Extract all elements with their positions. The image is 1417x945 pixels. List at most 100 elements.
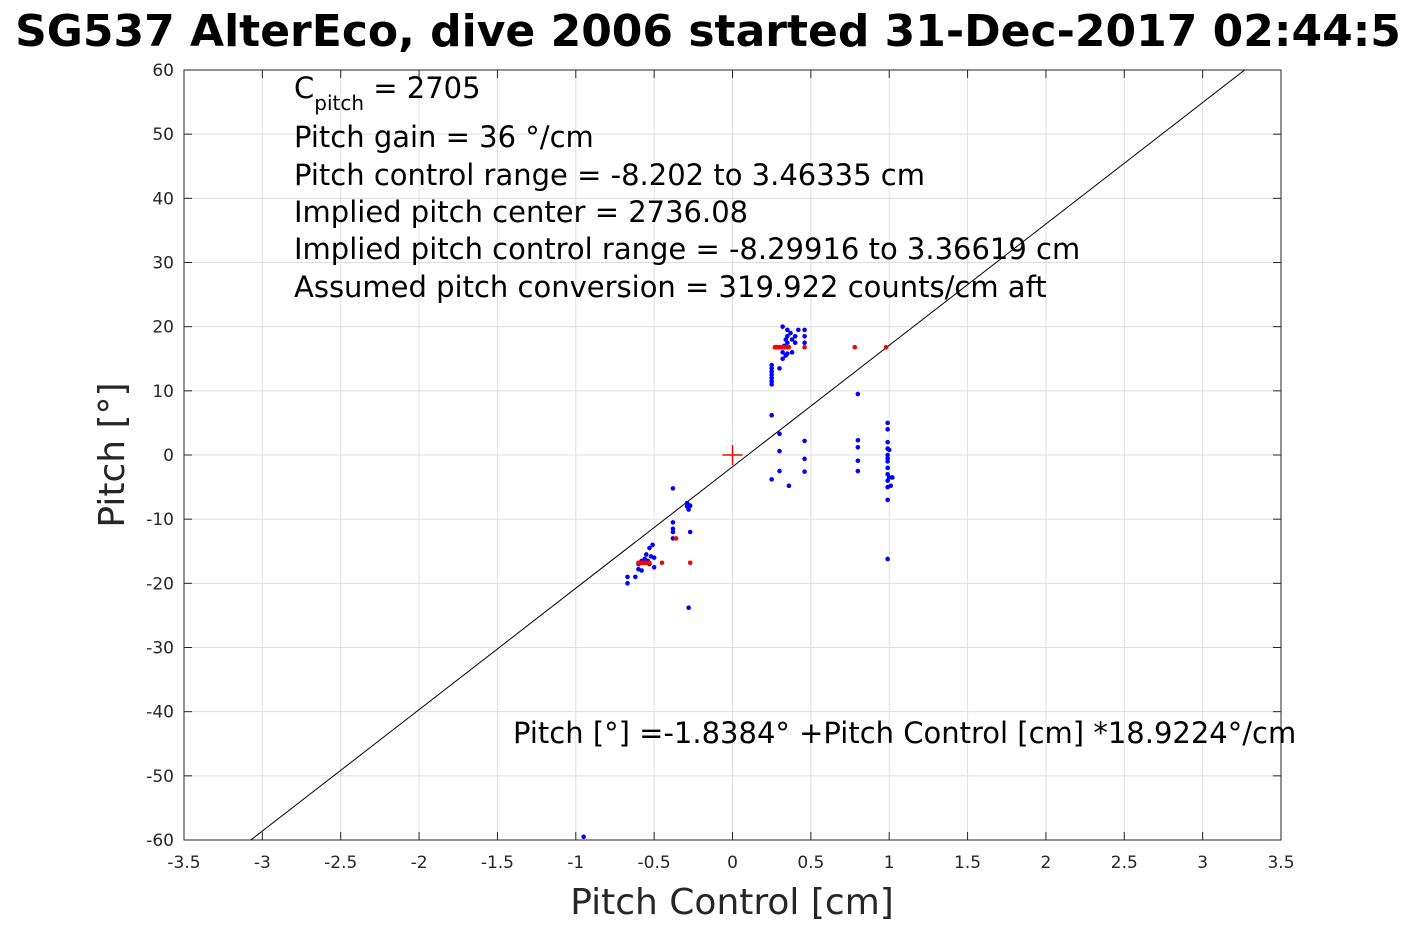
data-point (769, 375, 774, 381)
data-point (780, 324, 785, 329)
data-point (777, 366, 782, 371)
annotation-control-range: Pitch control range = -8.202 to 3.46335 … (294, 158, 925, 192)
data-point (855, 458, 861, 464)
data-point (789, 350, 795, 355)
y-axis-label: Pitch [°] (92, 382, 133, 527)
x-axis-label: Pitch Control [cm] (570, 882, 894, 923)
data-point (670, 486, 676, 491)
cpitch-subscript: pitch (314, 91, 364, 115)
data-point (802, 456, 807, 462)
annotation-pitch-center: Implied pitch center = 2736.08 (294, 195, 748, 229)
data-point (885, 556, 890, 562)
data-point (786, 344, 792, 350)
data-point (780, 350, 785, 355)
data-point (687, 503, 693, 508)
data-point (686, 605, 691, 611)
data-point (647, 560, 652, 566)
data-point (659, 560, 665, 566)
data-point (885, 452, 890, 458)
y-tick-label: -50 (146, 767, 174, 787)
data-point (769, 369, 774, 374)
fit-line (249, 70, 1246, 840)
data-point (855, 391, 861, 397)
data-point (786, 483, 792, 489)
data-point (885, 465, 890, 471)
data-point (802, 333, 807, 339)
x-tick-label: -3.5 (167, 853, 200, 873)
data-point (886, 447, 892, 453)
x-tick-label: 3 (1197, 853, 1208, 873)
data-point (785, 351, 790, 356)
data-point (885, 497, 890, 503)
data-point (639, 568, 644, 573)
y-tick-label: -30 (146, 639, 174, 659)
data-point (769, 372, 774, 378)
x-axis-ticks: -3.5 -3 -2.5 -2 -1.5 -1 -0.5 0 0.5 1 1.5 2 2.5 3 3.5 (167, 70, 1295, 873)
data-point (647, 545, 652, 551)
data-point (650, 542, 655, 548)
x-tick-label: -2.5 (324, 853, 357, 873)
data-point (651, 564, 657, 570)
data-point (687, 529, 693, 535)
x-tick-label: -0.5 (638, 853, 671, 873)
data-point (777, 431, 782, 437)
data-point (625, 581, 630, 586)
data-point (581, 834, 586, 840)
annotation-pitch-gain: Pitch gain = 36 °/cm (294, 120, 594, 154)
x-tick-label: 3.5 (1267, 853, 1294, 873)
fit-equation: Pitch [°] =-1.8384° +Pitch Control [cm] … (513, 716, 1296, 750)
data-point (885, 420, 890, 426)
data-point (777, 448, 782, 454)
data-point (785, 327, 790, 333)
cpitch-value: = 2705 (364, 71, 481, 105)
data-point (769, 362, 774, 368)
data-point (885, 427, 890, 432)
data-point (802, 344, 807, 350)
chart-title: SG537 AlterEco, dive 2006 started 31-Dec… (15, 6, 1401, 57)
data-point (769, 382, 774, 387)
x-tick-label: 0.5 (797, 853, 824, 873)
fit-line-group (249, 70, 1246, 840)
y-tick-label: 40 (152, 189, 174, 209)
data-point (852, 344, 858, 350)
data-point (792, 333, 798, 339)
y-tick-label: -10 (146, 510, 174, 530)
data-point (769, 412, 774, 418)
data-point (796, 327, 801, 333)
x-tick-label: -1 (567, 853, 584, 873)
data-point (687, 560, 693, 566)
x-tick-label: 2 (1041, 853, 1052, 873)
annotation-cpitch: Cpitch = 2705 (294, 71, 481, 115)
data-point (625, 574, 630, 580)
data-point (855, 445, 861, 450)
x-tick-label: 2.5 (1111, 853, 1138, 873)
x-tick-label: 1 (884, 853, 895, 873)
data-point (885, 459, 890, 464)
cpitch-symbol: C (294, 71, 314, 105)
data-point (855, 437, 861, 443)
data-point (785, 340, 790, 346)
data-point (769, 477, 774, 482)
data-point (651, 555, 657, 560)
y-tick-label: 20 (152, 318, 174, 338)
data-point (885, 455, 890, 461)
y-tick-label: 0 (163, 446, 174, 466)
data-point (670, 520, 676, 525)
x-tick-label: -3 (254, 853, 271, 873)
data-point (792, 340, 798, 346)
data-point (780, 356, 785, 362)
data-point (890, 475, 895, 480)
data-point (670, 526, 676, 532)
data-point (769, 378, 774, 384)
y-tick-label: -60 (146, 831, 174, 851)
x-tick-label: 1.5 (954, 853, 981, 873)
data-points (581, 324, 895, 840)
data-point (769, 366, 774, 371)
annotation-implied-range: Implied pitch control range = -8.29916 t… (294, 232, 1080, 266)
data-point (686, 507, 691, 512)
data-point (633, 574, 638, 580)
y-tick-label: -40 (146, 703, 174, 723)
y-tick-label: 60 (152, 61, 174, 81)
data-point (802, 340, 807, 346)
